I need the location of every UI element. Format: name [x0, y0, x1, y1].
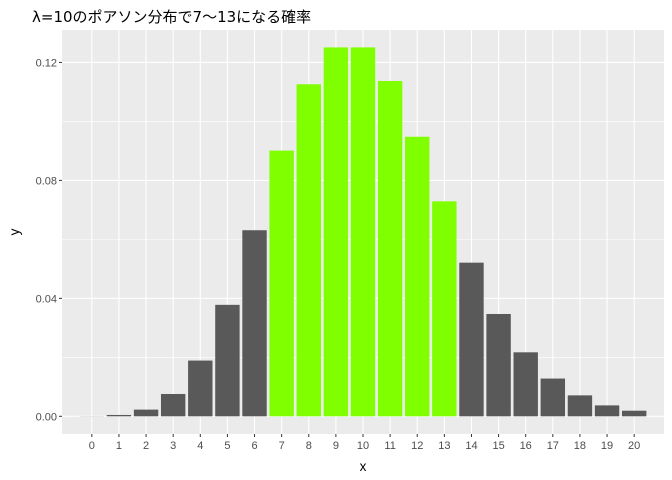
x-tick-label: 16 — [520, 440, 532, 452]
bar — [567, 395, 593, 417]
x-tick-label: 8 — [306, 440, 312, 452]
x-tick-label: 12 — [411, 440, 423, 452]
bar — [188, 360, 213, 417]
x-tick-label: 1 — [116, 440, 122, 452]
x-tick-label: 10 — [357, 440, 369, 452]
bar — [377, 81, 403, 417]
y-axis: 0.00 0.04 0.08 0.12 — [36, 57, 62, 423]
bar — [350, 47, 376, 417]
x-tick-label: 11 — [384, 440, 395, 452]
x-tick-label: 18 — [574, 440, 586, 452]
x-tick-label: 7 — [279, 440, 285, 452]
x-tick-label: 2 — [143, 440, 149, 452]
bar — [621, 410, 647, 417]
bar — [405, 136, 430, 417]
x-axis-title: x — [360, 459, 367, 474]
chart-title: λ=10のポアソン分布で7～13になる確率 — [32, 8, 311, 26]
bar — [513, 352, 538, 417]
x-tick-label: 3 — [170, 440, 176, 452]
bar — [242, 230, 267, 417]
x-axis: 0 1 2 3 4 5 6 7 8 9 10 11 12 13 14 15 16 17 18 19 20 — [89, 434, 640, 452]
x-tick-label: 19 — [601, 440, 613, 452]
bar — [432, 201, 457, 417]
y-tick-label: 0.00 — [36, 411, 57, 423]
x-tick-label: 14 — [465, 440, 477, 452]
y-tick-label: 0.12 — [36, 57, 57, 69]
y-tick-label: 0.08 — [36, 175, 57, 187]
x-tick-label: 0 — [89, 440, 95, 452]
bar — [296, 84, 321, 417]
bar — [459, 262, 484, 417]
x-tick-label: 5 — [224, 440, 230, 452]
x-tick-label: 4 — [197, 440, 203, 452]
y-tick-label: 0.04 — [36, 293, 57, 305]
x-tick-label: 20 — [628, 440, 640, 452]
bar — [133, 409, 159, 417]
bar — [269, 150, 294, 417]
x-tick-label: 9 — [333, 440, 339, 452]
bar — [594, 405, 620, 417]
bar — [540, 378, 566, 417]
x-tick-label: 13 — [438, 440, 450, 452]
x-tick-label: 17 — [547, 440, 559, 452]
bar — [160, 393, 186, 417]
bar — [323, 47, 349, 417]
bars — [79, 47, 647, 417]
bar — [486, 313, 511, 417]
x-tick-label: 15 — [492, 440, 504, 452]
y-axis-title: y — [7, 228, 22, 235]
x-tick-label: 6 — [251, 440, 257, 452]
bar — [215, 304, 240, 417]
bar — [106, 414, 132, 417]
